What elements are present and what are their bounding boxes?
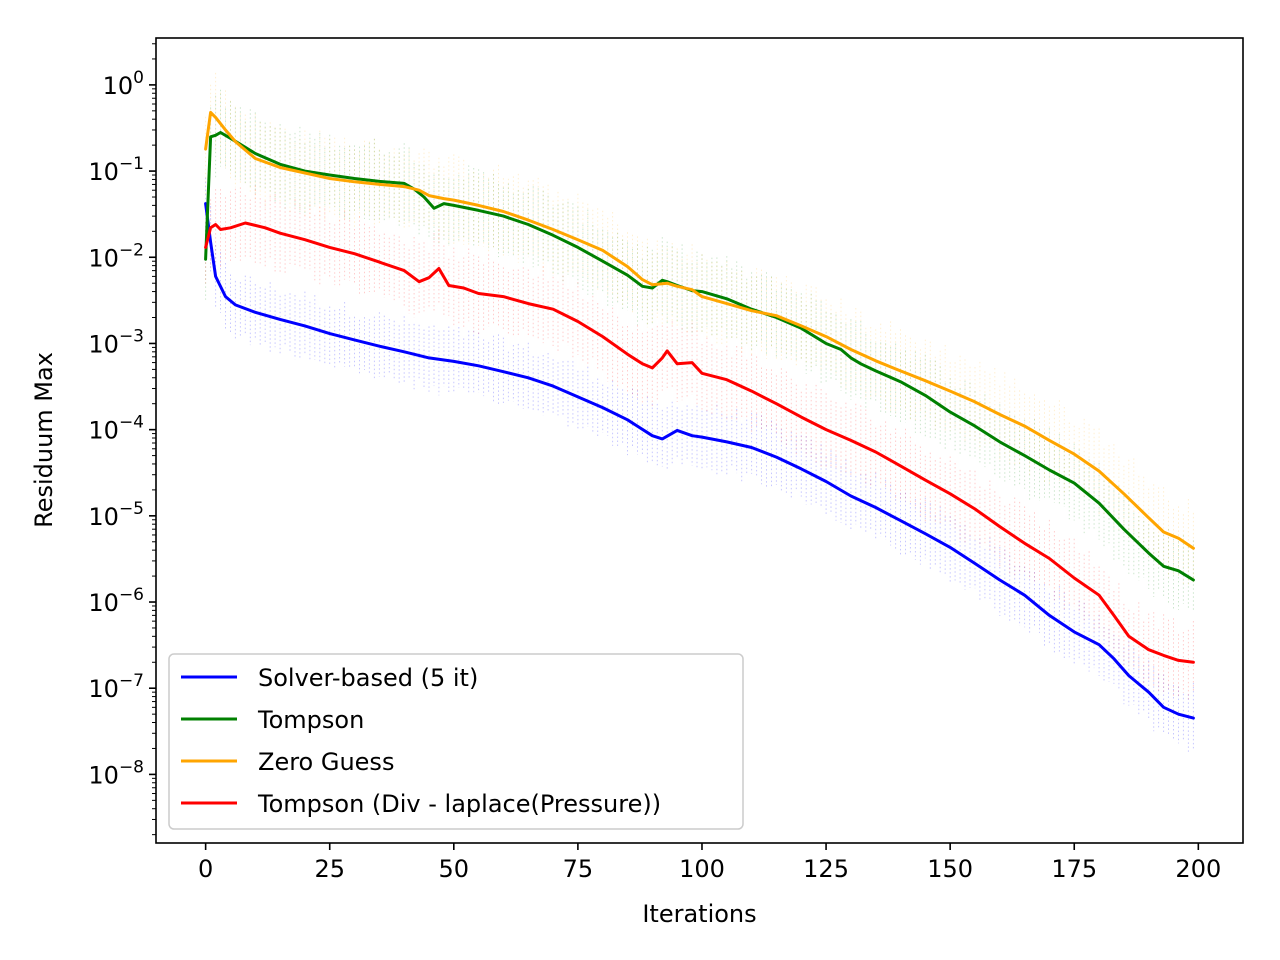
y-tick-label: 10−7 [88,671,144,703]
x-axis-label: Iterations [642,900,756,928]
legend-entry: Tompson [181,706,364,734]
y-tick-label: 10−8 [88,757,144,789]
series-line-1 [204,131,1195,582]
series-line-2 [204,110,1195,550]
y-tick-label: 10−4 [88,413,144,445]
x-tick-label: 0 [198,855,213,883]
x-tick-label: 200 [1175,855,1221,883]
legend-entry: Tompson (Div - laplace(Pressure)) [181,790,661,818]
x-tick-label: 75 [563,855,594,883]
y-tick-label: 10−3 [88,326,144,358]
legend: Solver-based (5 it) Tompson Zero Guess Tomp… [168,653,744,830]
legend-label: Solver-based (5 it) [258,664,478,692]
series-lines [204,110,1195,720]
y-tick-label: 10−6 [88,585,144,617]
x-tick-label: 25 [314,855,345,883]
legend-box [168,653,744,830]
x-axis: 0 25 50 75 100 125 150 175 200 [198,843,1221,883]
x-tick-label: 125 [803,855,849,883]
legend-label: Tompson [257,706,364,734]
legend-entry: Zero Guess [181,748,394,776]
x-tick-label: 100 [679,855,725,883]
plot-frame [155,37,1244,844]
x-tick-label: 175 [1051,855,1097,883]
series-line-3 [204,221,1195,664]
x-tick-label: 50 [439,855,470,883]
y-tick-label: 10−5 [88,499,144,531]
legend-entry: Solver-based (5 it) [181,664,478,692]
series-line-0 [204,202,1195,720]
y-tick-label: 10−1 [88,154,144,186]
y-axis: 100 10−1 10−2 10−3 10−4 10−5 10−6 10−7 10−8 [88,43,156,836]
x-tick-label: 150 [927,855,973,883]
legend-label: Zero Guess [258,748,394,776]
y-axis-label: Residuum Max [30,352,58,528]
y-tick-label: 100 [103,68,144,100]
y-tick-label: 10−2 [88,240,144,272]
legend-label: Tompson (Div - laplace(Pressure)) [257,790,661,818]
